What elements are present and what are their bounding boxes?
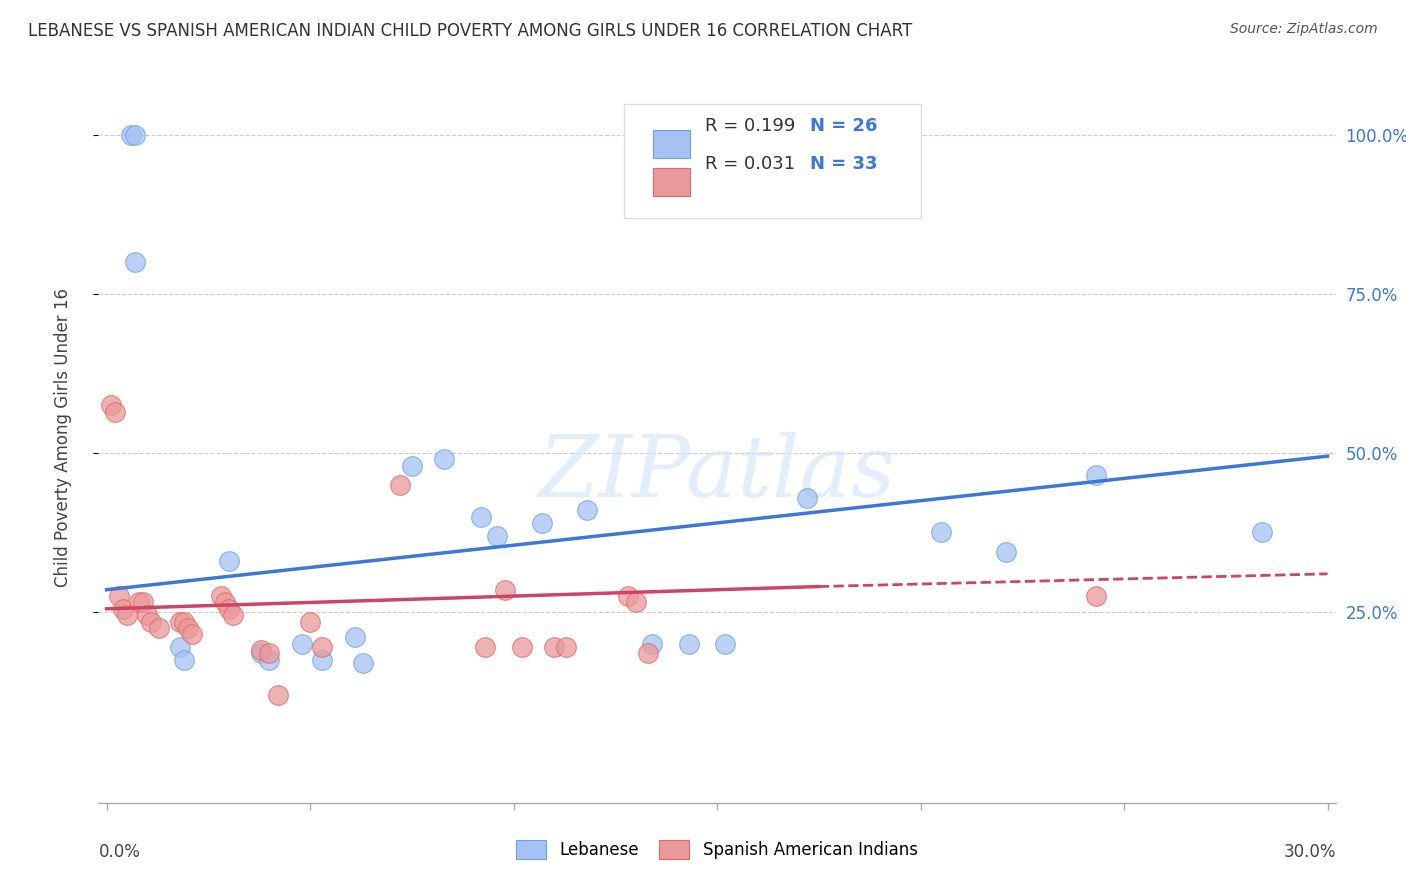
Point	[343, 631, 366, 645]
Point	[299, 615, 322, 629]
Point	[177, 621, 200, 635]
Text: Source: ZipAtlas.com: Source: ZipAtlas.com	[1230, 22, 1378, 37]
Point	[128, 595, 150, 609]
Point	[311, 640, 333, 654]
Point	[132, 595, 155, 609]
FancyBboxPatch shape	[652, 168, 690, 195]
Point	[678, 637, 700, 651]
Text: ZIPatlas: ZIPatlas	[538, 433, 896, 515]
Y-axis label: Child Poverty Among Girls Under 16: Child Poverty Among Girls Under 16	[53, 287, 72, 587]
Point	[107, 589, 129, 603]
Point	[388, 477, 411, 491]
Point	[624, 595, 647, 609]
Text: R = 0.199: R = 0.199	[704, 117, 794, 135]
Point	[111, 602, 134, 616]
Point	[104, 404, 127, 418]
Point	[266, 688, 288, 702]
Point	[124, 255, 146, 269]
Point	[995, 544, 1018, 558]
Point	[555, 640, 578, 654]
Point	[181, 627, 204, 641]
Text: 30.0%: 30.0%	[1284, 843, 1336, 861]
Point	[543, 640, 565, 654]
Legend: Lebanese, Spanish American Indians: Lebanese, Spanish American Indians	[508, 831, 927, 868]
Point	[136, 608, 159, 623]
Point	[1251, 525, 1274, 540]
Point	[148, 621, 170, 635]
Point	[259, 653, 281, 667]
Text: N = 26: N = 26	[810, 117, 877, 135]
Point	[222, 608, 245, 623]
Point	[796, 491, 818, 505]
Point	[218, 602, 240, 616]
Point	[115, 608, 138, 623]
Point	[209, 589, 232, 603]
Point	[169, 640, 191, 654]
Point	[929, 525, 952, 540]
Point	[641, 637, 664, 651]
Point	[214, 595, 236, 609]
Point	[218, 554, 240, 568]
Point	[169, 615, 191, 629]
Point	[510, 640, 533, 654]
Point	[352, 656, 374, 670]
Point	[1084, 589, 1107, 603]
Point	[401, 458, 423, 473]
Text: LEBANESE VS SPANISH AMERICAN INDIAN CHILD POVERTY AMONG GIRLS UNDER 16 CORRELATI: LEBANESE VS SPANISH AMERICAN INDIAN CHIL…	[28, 22, 912, 40]
Text: R = 0.031: R = 0.031	[704, 155, 794, 173]
Point	[494, 582, 516, 597]
Point	[470, 509, 492, 524]
Point	[250, 646, 273, 660]
Point	[714, 637, 737, 651]
Text: N = 33: N = 33	[810, 155, 877, 173]
FancyBboxPatch shape	[652, 130, 690, 158]
Point	[173, 615, 195, 629]
Point	[124, 128, 146, 142]
Point	[259, 646, 281, 660]
Point	[616, 589, 638, 603]
Point	[637, 646, 659, 660]
Point	[433, 452, 456, 467]
Point	[575, 503, 598, 517]
Point	[311, 653, 333, 667]
Point	[250, 643, 273, 657]
Point	[141, 615, 163, 629]
Point	[474, 640, 496, 654]
Point	[120, 128, 142, 142]
Point	[100, 398, 122, 412]
Point	[173, 653, 195, 667]
Point	[486, 529, 509, 543]
Point	[531, 516, 554, 530]
FancyBboxPatch shape	[624, 104, 921, 218]
Text: 0.0%: 0.0%	[98, 843, 141, 861]
Point	[1084, 468, 1107, 483]
Point	[291, 637, 314, 651]
